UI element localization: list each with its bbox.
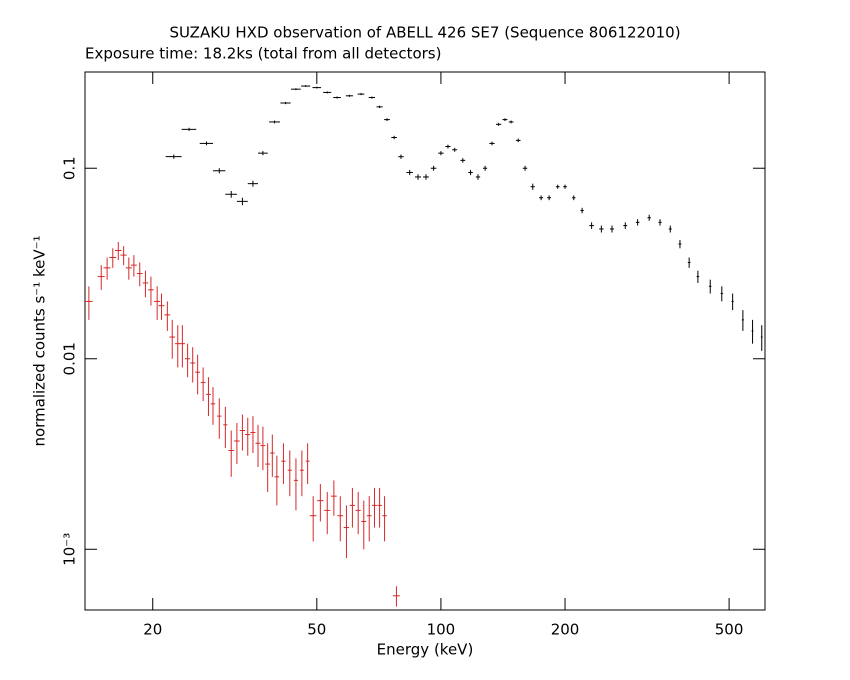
plot-frame (84, 71, 766, 611)
y-axis-label: normalized counts s⁻¹ keV⁻¹ (31, 235, 49, 446)
x-tick-label: 50 (307, 621, 326, 639)
x-tick-label: 20 (143, 621, 162, 639)
chart-subtitle: Exposure time: 18.2ks (total from all de… (85, 45, 441, 63)
y-tick-label: 10⁻³ (61, 533, 79, 566)
y-tick-label: 0.1 (61, 156, 79, 180)
x-tick-label: 100 (427, 621, 456, 639)
x-tick-label: 500 (715, 621, 744, 639)
x-tick-label: 200 (551, 621, 580, 639)
x-axis-label: Energy (keV) (377, 641, 474, 659)
chart-title: SUZAKU HXD observation of ABELL 426 SE7 … (169, 24, 680, 42)
y-tick-label: 0.01 (61, 342, 79, 375)
